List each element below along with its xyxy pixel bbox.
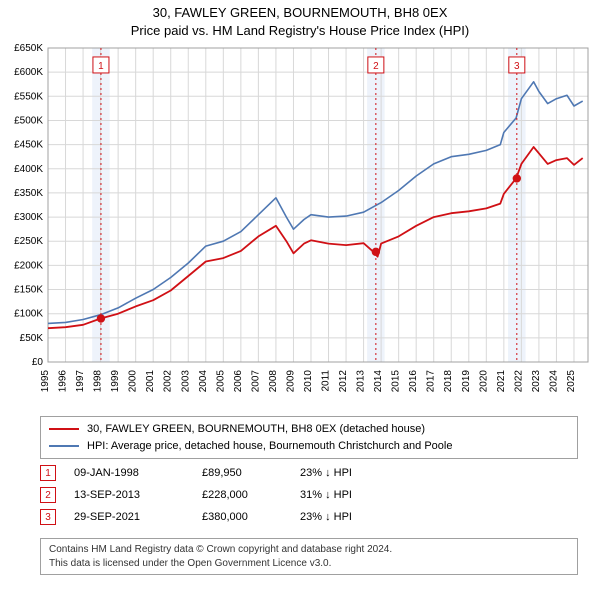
svg-text:£300K: £300K — [14, 212, 43, 223]
svg-text:2021: 2021 — [496, 370, 507, 393]
svg-text:1996: 1996 — [58, 370, 69, 393]
legend-item-subject: 30, FAWLEY GREEN, BOURNEMOUTH, BH8 0EX (… — [49, 421, 569, 438]
svg-text:2013: 2013 — [356, 370, 367, 393]
svg-text:£550K: £550K — [14, 91, 43, 102]
svg-text:£0: £0 — [32, 357, 44, 368]
event-price-1: £89,950 — [202, 467, 282, 479]
svg-text:2015: 2015 — [391, 370, 402, 393]
event-price-2: £228,000 — [202, 489, 282, 501]
legend-box: 30, FAWLEY GREEN, BOURNEMOUTH, BH8 0EX (… — [40, 416, 578, 459]
svg-text:£50K: £50K — [20, 333, 44, 344]
svg-text:2022: 2022 — [513, 370, 524, 393]
legend-label-subject: 30, FAWLEY GREEN, BOURNEMOUTH, BH8 0EX (… — [87, 421, 425, 438]
event-price-3: £380,000 — [202, 511, 282, 523]
svg-text:2009: 2009 — [285, 370, 296, 393]
svg-text:2000: 2000 — [128, 370, 139, 393]
svg-text:1999: 1999 — [110, 370, 121, 393]
attribution-line-1: Contains HM Land Registry data © Crown c… — [49, 543, 569, 557]
svg-text:2020: 2020 — [478, 370, 489, 393]
svg-text:2010: 2010 — [303, 370, 314, 393]
event-delta-3: 23% ↓ HPI — [300, 511, 380, 523]
svg-text:2008: 2008 — [268, 370, 279, 393]
attribution-line-2: This data is licensed under the Open Gov… — [49, 557, 569, 571]
svg-text:£450K: £450K — [14, 140, 43, 151]
svg-text:2: 2 — [373, 61, 379, 72]
svg-text:2012: 2012 — [338, 370, 349, 393]
svg-text:2016: 2016 — [408, 370, 419, 393]
svg-text:2025: 2025 — [566, 370, 577, 393]
svg-text:2014: 2014 — [373, 370, 384, 393]
event-delta-2: 31% ↓ HPI — [300, 489, 380, 501]
svg-text:1997: 1997 — [75, 370, 86, 393]
svg-text:1: 1 — [98, 61, 104, 72]
svg-text:2007: 2007 — [250, 370, 261, 393]
svg-text:2018: 2018 — [443, 370, 454, 393]
event-date-3: 29-SEP-2021 — [74, 511, 184, 523]
svg-text:£600K: £600K — [14, 67, 43, 78]
svg-text:£400K: £400K — [14, 164, 43, 175]
event-date-2: 13-SEP-2013 — [74, 489, 184, 501]
svg-text:3: 3 — [514, 61, 520, 72]
svg-text:2017: 2017 — [426, 370, 437, 393]
svg-text:1995: 1995 — [40, 370, 51, 393]
svg-text:2023: 2023 — [531, 370, 542, 393]
price-chart: £0 £50K £100K £150K £200K £250K £300K £350K £400… — [0, 42, 600, 410]
svg-text:2011: 2011 — [321, 370, 332, 392]
svg-text:£100K: £100K — [14, 309, 43, 320]
svg-text:£350K: £350K — [14, 188, 43, 199]
svg-text:2003: 2003 — [180, 370, 191, 393]
event-date-1: 09-JAN-1998 — [74, 467, 184, 479]
events-table: 1 09-JAN-1998 £89,950 23% ↓ HPI 2 13-SEP… — [40, 462, 560, 528]
legend-swatch-hpi — [49, 445, 79, 447]
svg-text:£250K: £250K — [14, 236, 43, 247]
svg-text:1998: 1998 — [93, 370, 104, 393]
svg-text:2024: 2024 — [548, 370, 559, 393]
attribution-box: Contains HM Land Registry data © Crown c… — [40, 538, 578, 575]
svg-text:£150K: £150K — [14, 285, 43, 296]
event-badge-1: 1 — [40, 465, 56, 481]
legend-label-hpi: HPI: Average price, detached house, Bour… — [87, 438, 452, 455]
svg-text:£200K: £200K — [14, 260, 43, 271]
title-line-1: 30, FAWLEY GREEN, BOURNEMOUTH, BH8 0EX — [0, 4, 600, 22]
event-row-1: 1 09-JAN-1998 £89,950 23% ↓ HPI — [40, 462, 560, 484]
svg-text:2002: 2002 — [163, 370, 174, 393]
svg-text:2005: 2005 — [215, 370, 226, 393]
svg-text:2006: 2006 — [233, 370, 244, 393]
event-badge-2: 2 — [40, 487, 56, 503]
svg-text:£650K: £650K — [14, 43, 43, 54]
legend-item-hpi: HPI: Average price, detached house, Bour… — [49, 438, 569, 455]
svg-text:2001: 2001 — [145, 370, 156, 393]
legend-swatch-subject — [49, 428, 79, 430]
svg-text:£500K: £500K — [14, 115, 43, 126]
event-row-2: 2 13-SEP-2013 £228,000 31% ↓ HPI — [40, 484, 560, 506]
event-badge-3: 3 — [40, 509, 56, 525]
svg-text:2019: 2019 — [461, 370, 472, 393]
title-line-2: Price paid vs. HM Land Registry's House … — [0, 22, 600, 40]
svg-text:2004: 2004 — [198, 370, 209, 393]
event-row-3: 3 29-SEP-2021 £380,000 23% ↓ HPI — [40, 506, 560, 528]
event-delta-1: 23% ↓ HPI — [300, 467, 380, 479]
chart-title: 30, FAWLEY GREEN, BOURNEMOUTH, BH8 0EX P… — [0, 0, 600, 39]
